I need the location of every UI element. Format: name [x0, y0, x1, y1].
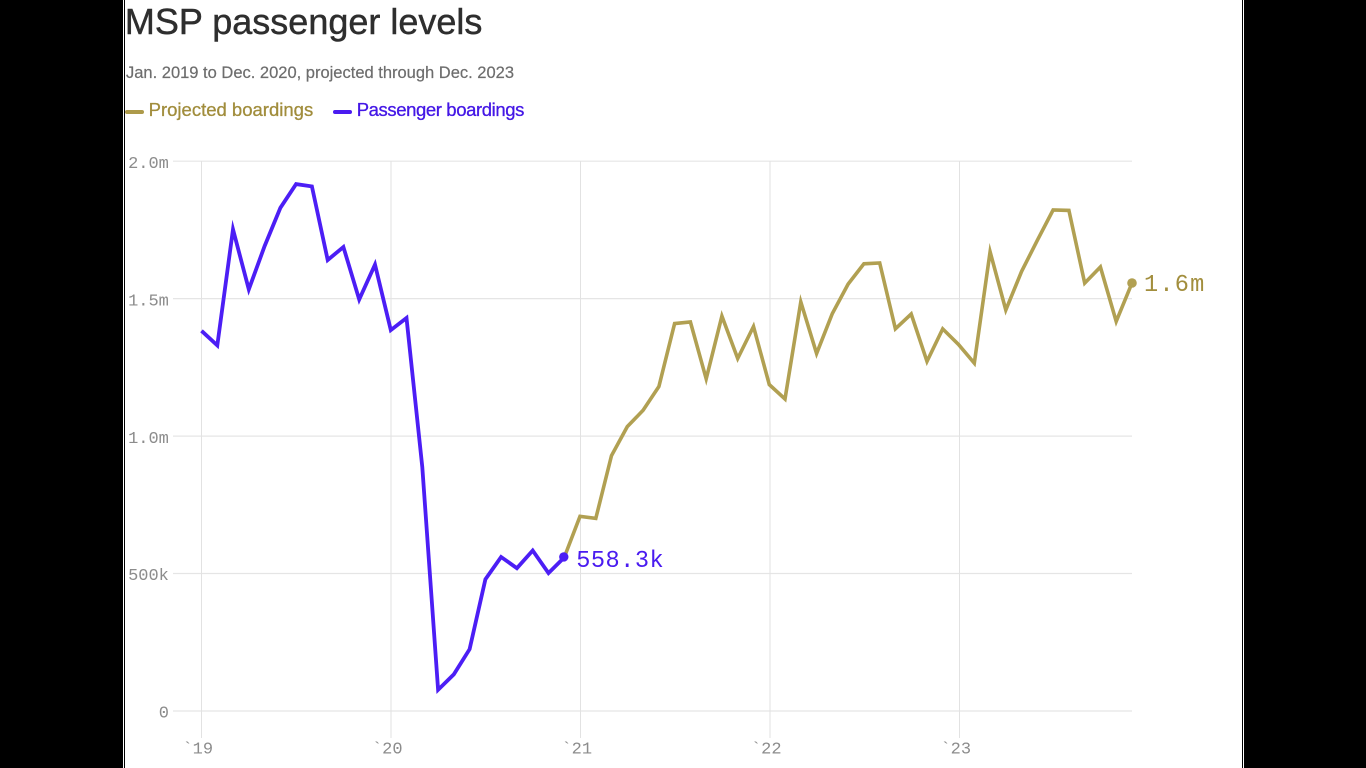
svg-text:`20: `20	[372, 741, 403, 760]
svg-text:`22: `22	[751, 741, 782, 760]
svg-text:`19: `19	[182, 741, 213, 760]
svg-text:`23: `23	[940, 741, 971, 760]
svg-text:2.0m: 2.0m	[128, 155, 169, 174]
svg-text:1.0m: 1.0m	[128, 430, 169, 449]
svg-text:0: 0	[159, 705, 169, 724]
svg-text:`21: `21	[561, 741, 592, 760]
svg-text:1.6m: 1.6m	[1144, 272, 1205, 299]
svg-text:1.5m: 1.5m	[128, 292, 169, 311]
svg-text:500k: 500k	[128, 567, 169, 586]
svg-text:558.3k: 558.3k	[576, 548, 664, 575]
